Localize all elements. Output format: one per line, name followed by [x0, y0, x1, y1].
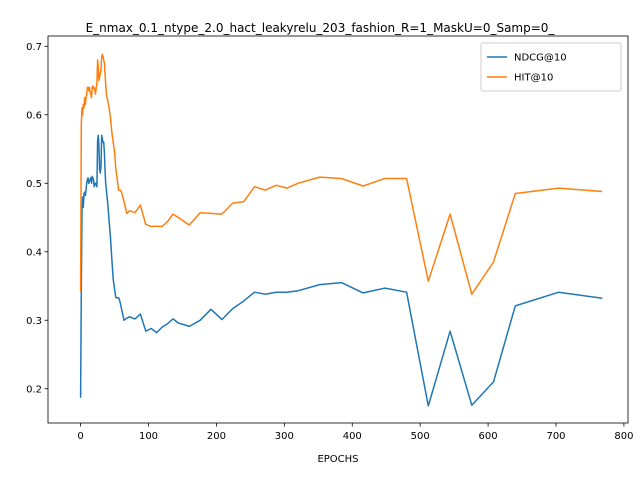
y-axis: 0.2 0.3 0.4 0.5 0.6 0.7	[26, 42, 48, 395]
legend[interactable]: NDCG@10 HIT@10	[480, 42, 622, 92]
y-tick-label: 0.4	[26, 247, 42, 258]
y-tick-label: 0.3	[26, 316, 42, 327]
legend-label-hit-10: HIT@10	[514, 73, 553, 84]
y-tick-label: 0.7	[26, 42, 42, 53]
y-tick-label: 0.5	[26, 179, 42, 190]
x-tick-label: 400	[343, 431, 362, 442]
plot-area	[79, 53, 603, 407]
legend-label-ndcg-10: NDCG@10	[514, 53, 567, 64]
x-tick-label: 800	[614, 431, 633, 442]
x-tick-label: 200	[207, 431, 226, 442]
x-tick-label: 600	[479, 431, 498, 442]
legend-box	[480, 42, 622, 92]
y-tick-label: 0.2	[26, 384, 42, 395]
x-tick-label: 0	[77, 431, 83, 442]
x-tick-label: 500	[411, 431, 430, 442]
x-axis: 0 100 200 300 400 500 600 700 800	[77, 423, 633, 442]
x-tick-label: 100	[139, 431, 158, 442]
y-tick-label: 0.6	[26, 110, 42, 121]
series-line-ndcg-10	[79, 134, 603, 407]
series-line-hit-10	[79, 53, 603, 295]
x-axis-label: EPOCHS	[317, 454, 358, 465]
x-tick-label: 700	[546, 431, 565, 442]
plot-frame	[47, 35, 629, 424]
chart-title: E_nmax_0.1_ntype_2.0_hact_leakyrelu_203_…	[86, 21, 556, 35]
x-tick-label: 300	[275, 431, 294, 442]
